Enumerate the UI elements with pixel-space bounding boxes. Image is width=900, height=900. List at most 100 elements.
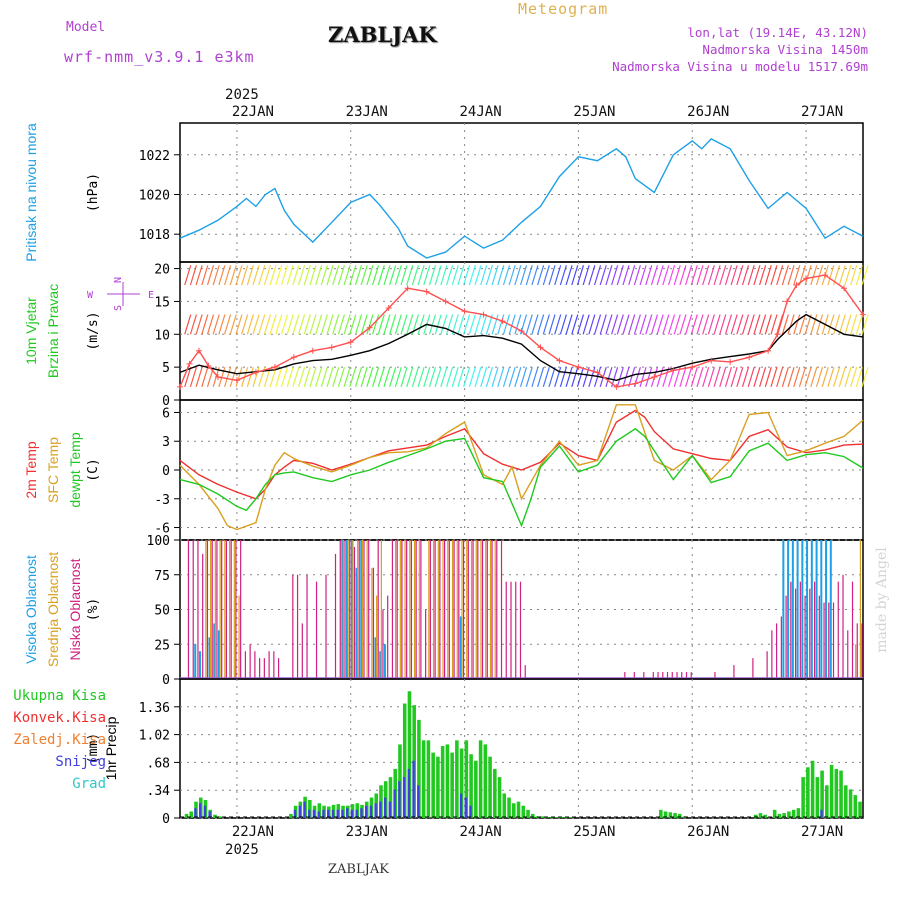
cloud-bar xyxy=(799,581,801,679)
wind-barb-stroke xyxy=(639,314,647,335)
y-tick-label: 1022 xyxy=(139,149,170,164)
precip-bar xyxy=(426,740,431,818)
wind-barb-stroke xyxy=(559,265,567,286)
wind-barb-stroke xyxy=(639,366,647,388)
gust-marker xyxy=(784,298,791,305)
precip-legend-item: Konvek.Kisa xyxy=(13,710,106,726)
cloud-bar xyxy=(342,540,345,679)
precip-bar xyxy=(440,746,445,818)
wind-barb-stroke xyxy=(218,265,226,286)
wind-barb-stroke xyxy=(235,366,243,388)
precip-bar xyxy=(488,756,492,818)
cloud-bar xyxy=(453,540,455,679)
bottom-day-label: 27JAN xyxy=(801,824,843,840)
precip-bar xyxy=(796,808,801,818)
cloud-bar xyxy=(624,672,626,679)
wind-barb-stroke xyxy=(440,265,448,286)
wind-barb-stroke xyxy=(702,366,710,388)
wind-barb-stroke xyxy=(309,366,317,388)
wind-barb-stroke xyxy=(679,265,687,286)
top-year-label: 2025 xyxy=(225,87,259,103)
wind-barb-stroke xyxy=(815,265,824,286)
location-coordinates: lon,lat (19.14E, 43.12N) xyxy=(687,25,868,40)
wind-barb-stroke xyxy=(445,366,454,388)
precip-bar xyxy=(502,793,507,818)
precip-bar xyxy=(379,801,382,818)
precip-bar xyxy=(450,752,454,818)
precip-bar xyxy=(388,777,393,818)
cloud-bar xyxy=(228,540,231,679)
cloud-bar xyxy=(796,540,799,679)
gust-marker xyxy=(177,383,183,390)
pressure-unit: (hPa) xyxy=(86,173,101,212)
wind-barb-stroke xyxy=(389,265,397,286)
wind-barb-stroke xyxy=(184,314,192,335)
wind-barb-stroke xyxy=(804,265,812,286)
wind-barb-stroke xyxy=(337,314,345,335)
wind-barb-stroke xyxy=(793,314,801,335)
bottom-day-label: 24JAN xyxy=(460,824,502,840)
precip-bar xyxy=(668,812,673,818)
precip-bar xyxy=(322,809,325,818)
wind-barb-stroke xyxy=(770,265,778,286)
wind-barb-stroke xyxy=(394,265,402,286)
cloud-bar xyxy=(505,581,507,679)
wind-barb-stroke xyxy=(554,314,562,335)
y-tick-label: 1.02 xyxy=(139,729,170,744)
model-label: Model xyxy=(66,20,106,35)
precip-bar xyxy=(493,768,497,818)
cloud-bar xyxy=(249,644,251,679)
cloud-bar xyxy=(374,637,377,679)
wind-barb-stroke xyxy=(440,314,448,335)
wind-barb-stroke xyxy=(611,314,619,335)
precip-bar xyxy=(213,814,217,818)
wind-barb-stroke xyxy=(554,265,562,286)
precip-bar xyxy=(815,777,820,818)
wind-barb-stroke xyxy=(667,265,676,286)
cloud-bar xyxy=(462,540,465,679)
wind-barb-stroke xyxy=(559,314,567,335)
wind-barb-stroke xyxy=(645,314,653,335)
wind-barb-stroke xyxy=(298,314,306,335)
wind-barb-stroke xyxy=(656,314,664,335)
wind-barb-stroke xyxy=(821,366,829,388)
wind-barb-stroke xyxy=(713,366,721,388)
wind-barb-stroke xyxy=(633,314,641,335)
cloud-bar xyxy=(780,616,782,679)
cloud-bar xyxy=(847,630,849,679)
wind-barb-stroke xyxy=(616,265,624,286)
gust-marker xyxy=(670,367,677,374)
wind-barb-stroke xyxy=(434,314,442,335)
wind-barb-stroke xyxy=(502,314,511,335)
top-day-label: 24JAN xyxy=(460,104,502,120)
precip-bar xyxy=(407,768,411,818)
precip-bar xyxy=(772,809,777,818)
wind-barb-stroke xyxy=(747,314,755,335)
cloud-bar xyxy=(418,540,420,679)
wind-barb-stroke xyxy=(605,366,613,388)
cloud-bar xyxy=(458,540,460,679)
precip-bar xyxy=(455,740,459,818)
cloud-bar xyxy=(666,672,669,679)
wind-barb-stroke xyxy=(593,265,602,286)
pressure-ylabel-0: Pritisak na nivou mora xyxy=(23,123,39,262)
wind-barb-stroke xyxy=(838,314,846,335)
wind-barb-stroke xyxy=(206,265,215,286)
cloud-bar xyxy=(643,672,645,679)
cloud-bar xyxy=(263,658,265,679)
wind-barb-stroke xyxy=(326,314,334,335)
cloud-bar xyxy=(339,540,341,679)
cloud-bar xyxy=(794,588,797,679)
wind-barb-stroke xyxy=(605,265,613,286)
wind-barb-stroke xyxy=(776,366,784,388)
wind-barb-stroke xyxy=(406,265,414,286)
precip-bar xyxy=(417,785,420,818)
wind-barb-stroke xyxy=(639,265,647,286)
wind-barb-stroke xyxy=(241,265,249,286)
wind-barb-stroke xyxy=(838,265,846,286)
gust-marker xyxy=(290,354,297,361)
precip-bar xyxy=(312,809,316,818)
cloud-bar xyxy=(346,540,349,679)
wind-barb-stroke xyxy=(753,366,761,388)
cloud-bar xyxy=(396,540,398,679)
